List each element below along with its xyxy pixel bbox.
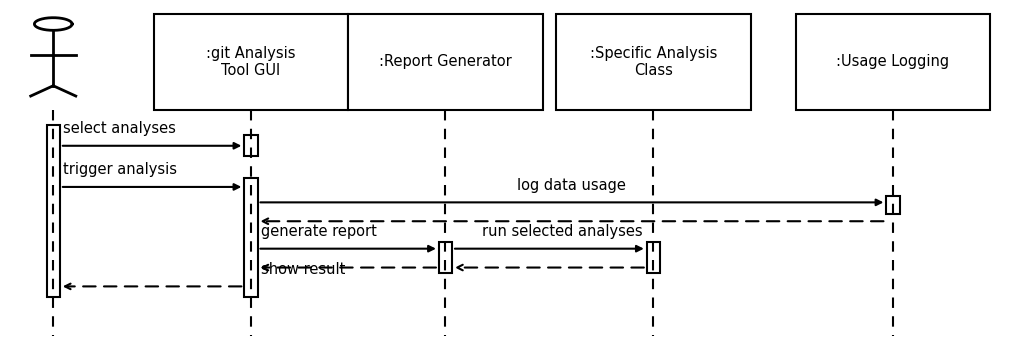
Bar (887, 196, 900, 214)
Text: generate report: generate report (261, 224, 377, 239)
Text: run selected analyses: run selected analyses (482, 224, 643, 239)
Text: :Usage Logging: :Usage Logging (837, 54, 949, 69)
Text: log data usage: log data usage (517, 178, 627, 193)
Text: show result: show result (261, 262, 345, 277)
Bar (154, 14, 348, 110)
Bar (244, 135, 258, 156)
Text: select analyses: select analyses (63, 121, 176, 136)
Bar (348, 14, 543, 110)
Text: :Specific Analysis
Class: :Specific Analysis Class (590, 46, 717, 78)
Bar (438, 242, 453, 273)
Text: trigger analysis: trigger analysis (63, 162, 177, 177)
Bar (796, 14, 990, 110)
Text: :Report Generator: :Report Generator (379, 54, 512, 69)
Text: :git Analysis
Tool GUI: :git Analysis Tool GUI (206, 46, 296, 78)
Bar (647, 242, 660, 273)
Bar (47, 125, 59, 297)
Bar (556, 14, 751, 110)
Bar (244, 178, 258, 297)
